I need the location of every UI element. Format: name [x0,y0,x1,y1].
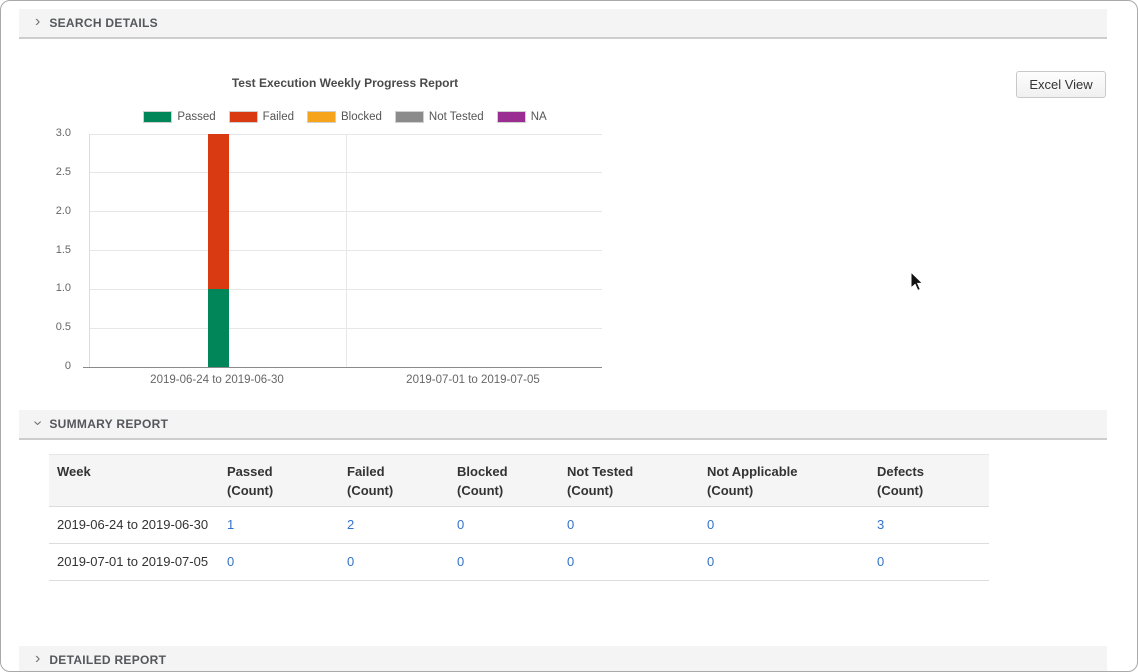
summary-report-header[interactable]: › SUMMARY REPORT [19,410,1107,440]
table-row: 2019-06-24 to 2019-06-30 1 2 0 0 0 3 [49,506,989,544]
search-details-header[interactable]: › SEARCH DETAILS [19,9,1107,39]
column-header-sublabel: (Count) [707,483,754,498]
column-header-label: Not Applicable [707,464,798,479]
detailed-report-label: DETAILED REPORT [49,653,167,667]
not_tested-cell: 0 [559,506,699,544]
defects-cell: 3 [869,506,989,544]
column-header-sublabel: (Count) [457,483,504,498]
x-axis-label: 2019-07-01 to 2019-07-05 [406,374,540,386]
blocked-cell: 0 [449,543,559,581]
column-header-label: Not Tested [567,464,634,479]
y-axis-label: 3.0 [55,127,71,139]
chevron-down-icon: › [29,420,47,426]
defects-cell: 0 [869,543,989,581]
failed-count-link[interactable]: 2 [347,517,355,532]
legend-item-na: NA [496,110,547,123]
defects-count-link[interactable]: 0 [877,554,885,569]
table-header-row: Week Passed (Count) Failed (Count) Blocked (Co… [49,454,989,507]
gridline [345,134,347,367]
blocked-count-link[interactable]: 0 [457,554,465,569]
column-header-not_tested: Not Tested (Count) [559,454,699,507]
column-header-sublabel: (Count) [877,483,924,498]
summary-table: Week Passed (Count) Failed (Count) Blocked (Co… [49,454,989,581]
week-cell: 2019-07-01 to 2019-07-05 [49,543,219,581]
chart-legend: Passed Failed Blocked Not Tested NA [71,108,619,125]
column-header-label: Passed [227,464,273,479]
summary-report-label: SUMMARY REPORT [49,417,169,431]
y-axis-label: 2.5 [55,165,71,178]
bar-segment-passed [207,289,229,367]
legend-label: Failed [262,110,294,123]
legend-item-passed: Passed [143,110,216,123]
legend-swatch-na-icon [496,110,526,123]
bar-segment-failed [207,134,229,290]
search-details-label: SEARCH DETAILS [49,16,158,30]
not_tested-count-link[interactable]: 0 [567,517,575,532]
column-header-label: Week [57,464,91,479]
legend-label: NA [530,110,547,123]
blocked-count-link[interactable]: 0 [457,517,465,532]
column-header-blocked: Blocked (Count) [449,454,559,507]
mouse-cursor [911,272,924,292]
passed-count-link[interactable]: 0 [227,554,235,569]
y-axis-label: 0 [64,360,71,372]
detailed-report-header[interactable]: › DETAILED REPORT [19,646,1107,671]
legend-swatch-not-tested-icon [394,110,424,123]
legend-label: Passed [177,110,216,123]
passed-cell: 0 [219,543,339,581]
passed-cell: 1 [219,506,339,544]
failed-cell: 0 [339,543,449,581]
x-axis: 2019-06-24 to 2019-06-30 2019-07-01 to 20… [89,374,601,390]
not_tested-count-link[interactable]: 0 [567,554,575,569]
legend-item-not-tested: Not Tested [394,110,484,123]
chevron-right-icon: › [35,13,41,30]
zero-tick [83,367,90,368]
legend-item-blocked: Blocked [307,110,382,123]
failed-cell: 2 [339,506,449,544]
column-header-label: Defects [877,464,924,479]
column-header-passed: Passed (Count) [219,454,339,507]
not_applicable-cell: 0 [699,543,869,581]
column-header-week: Week [49,454,219,507]
not_applicable-count-link[interactable]: 0 [707,517,715,532]
week-cell: 2019-06-24 to 2019-06-30 [49,506,219,544]
legend-item-failed: Failed [228,110,294,123]
column-header-not_applicable: Not Applicable (Count) [699,454,869,507]
chevron-right-icon: › [35,650,41,667]
not_applicable-cell: 0 [699,506,869,544]
column-header-label: Blocked [457,464,508,479]
column-header-sublabel: (Count) [347,483,394,498]
x-axis-label: 2019-06-24 to 2019-06-30 [150,374,284,386]
y-axis-label: 2.0 [55,204,71,217]
column-header-sublabel: (Count) [227,483,274,498]
column-header-failed: Failed (Count) [339,454,449,507]
legend-swatch-passed-icon [143,110,173,123]
y-axis-label: 0.5 [55,321,71,334]
legend-label: Blocked [341,110,382,123]
legend-label: Not Tested [428,110,484,123]
legend-swatch-failed-icon [228,110,258,123]
table-row: 2019-07-01 to 2019-07-05 0 0 0 0 0 0 [49,543,989,581]
column-header-defects: Defects (Count) [869,454,989,507]
y-axis-label: 1.0 [55,282,71,295]
blocked-cell: 0 [449,506,559,544]
not_tested-cell: 0 [559,543,699,581]
excel-view-button[interactable]: Excel View [1016,71,1106,98]
failed-count-link[interactable]: 0 [347,554,355,569]
y-axis: 0 0.5 1.0 1.5 2.0 2.5 3.0 [37,127,81,372]
chart-plot [83,133,602,368]
passed-count-link[interactable]: 1 [227,517,235,532]
legend-swatch-blocked-icon [307,110,336,123]
chart-title: Test Execution Weekly Progress Report [231,76,459,90]
column-header-label: Failed [347,464,385,479]
y-axis-label: 1.5 [55,243,71,256]
not_applicable-count-link[interactable]: 0 [707,554,715,569]
column-header-sublabel: (Count) [567,483,614,498]
defects-count-link[interactable]: 3 [877,517,885,532]
